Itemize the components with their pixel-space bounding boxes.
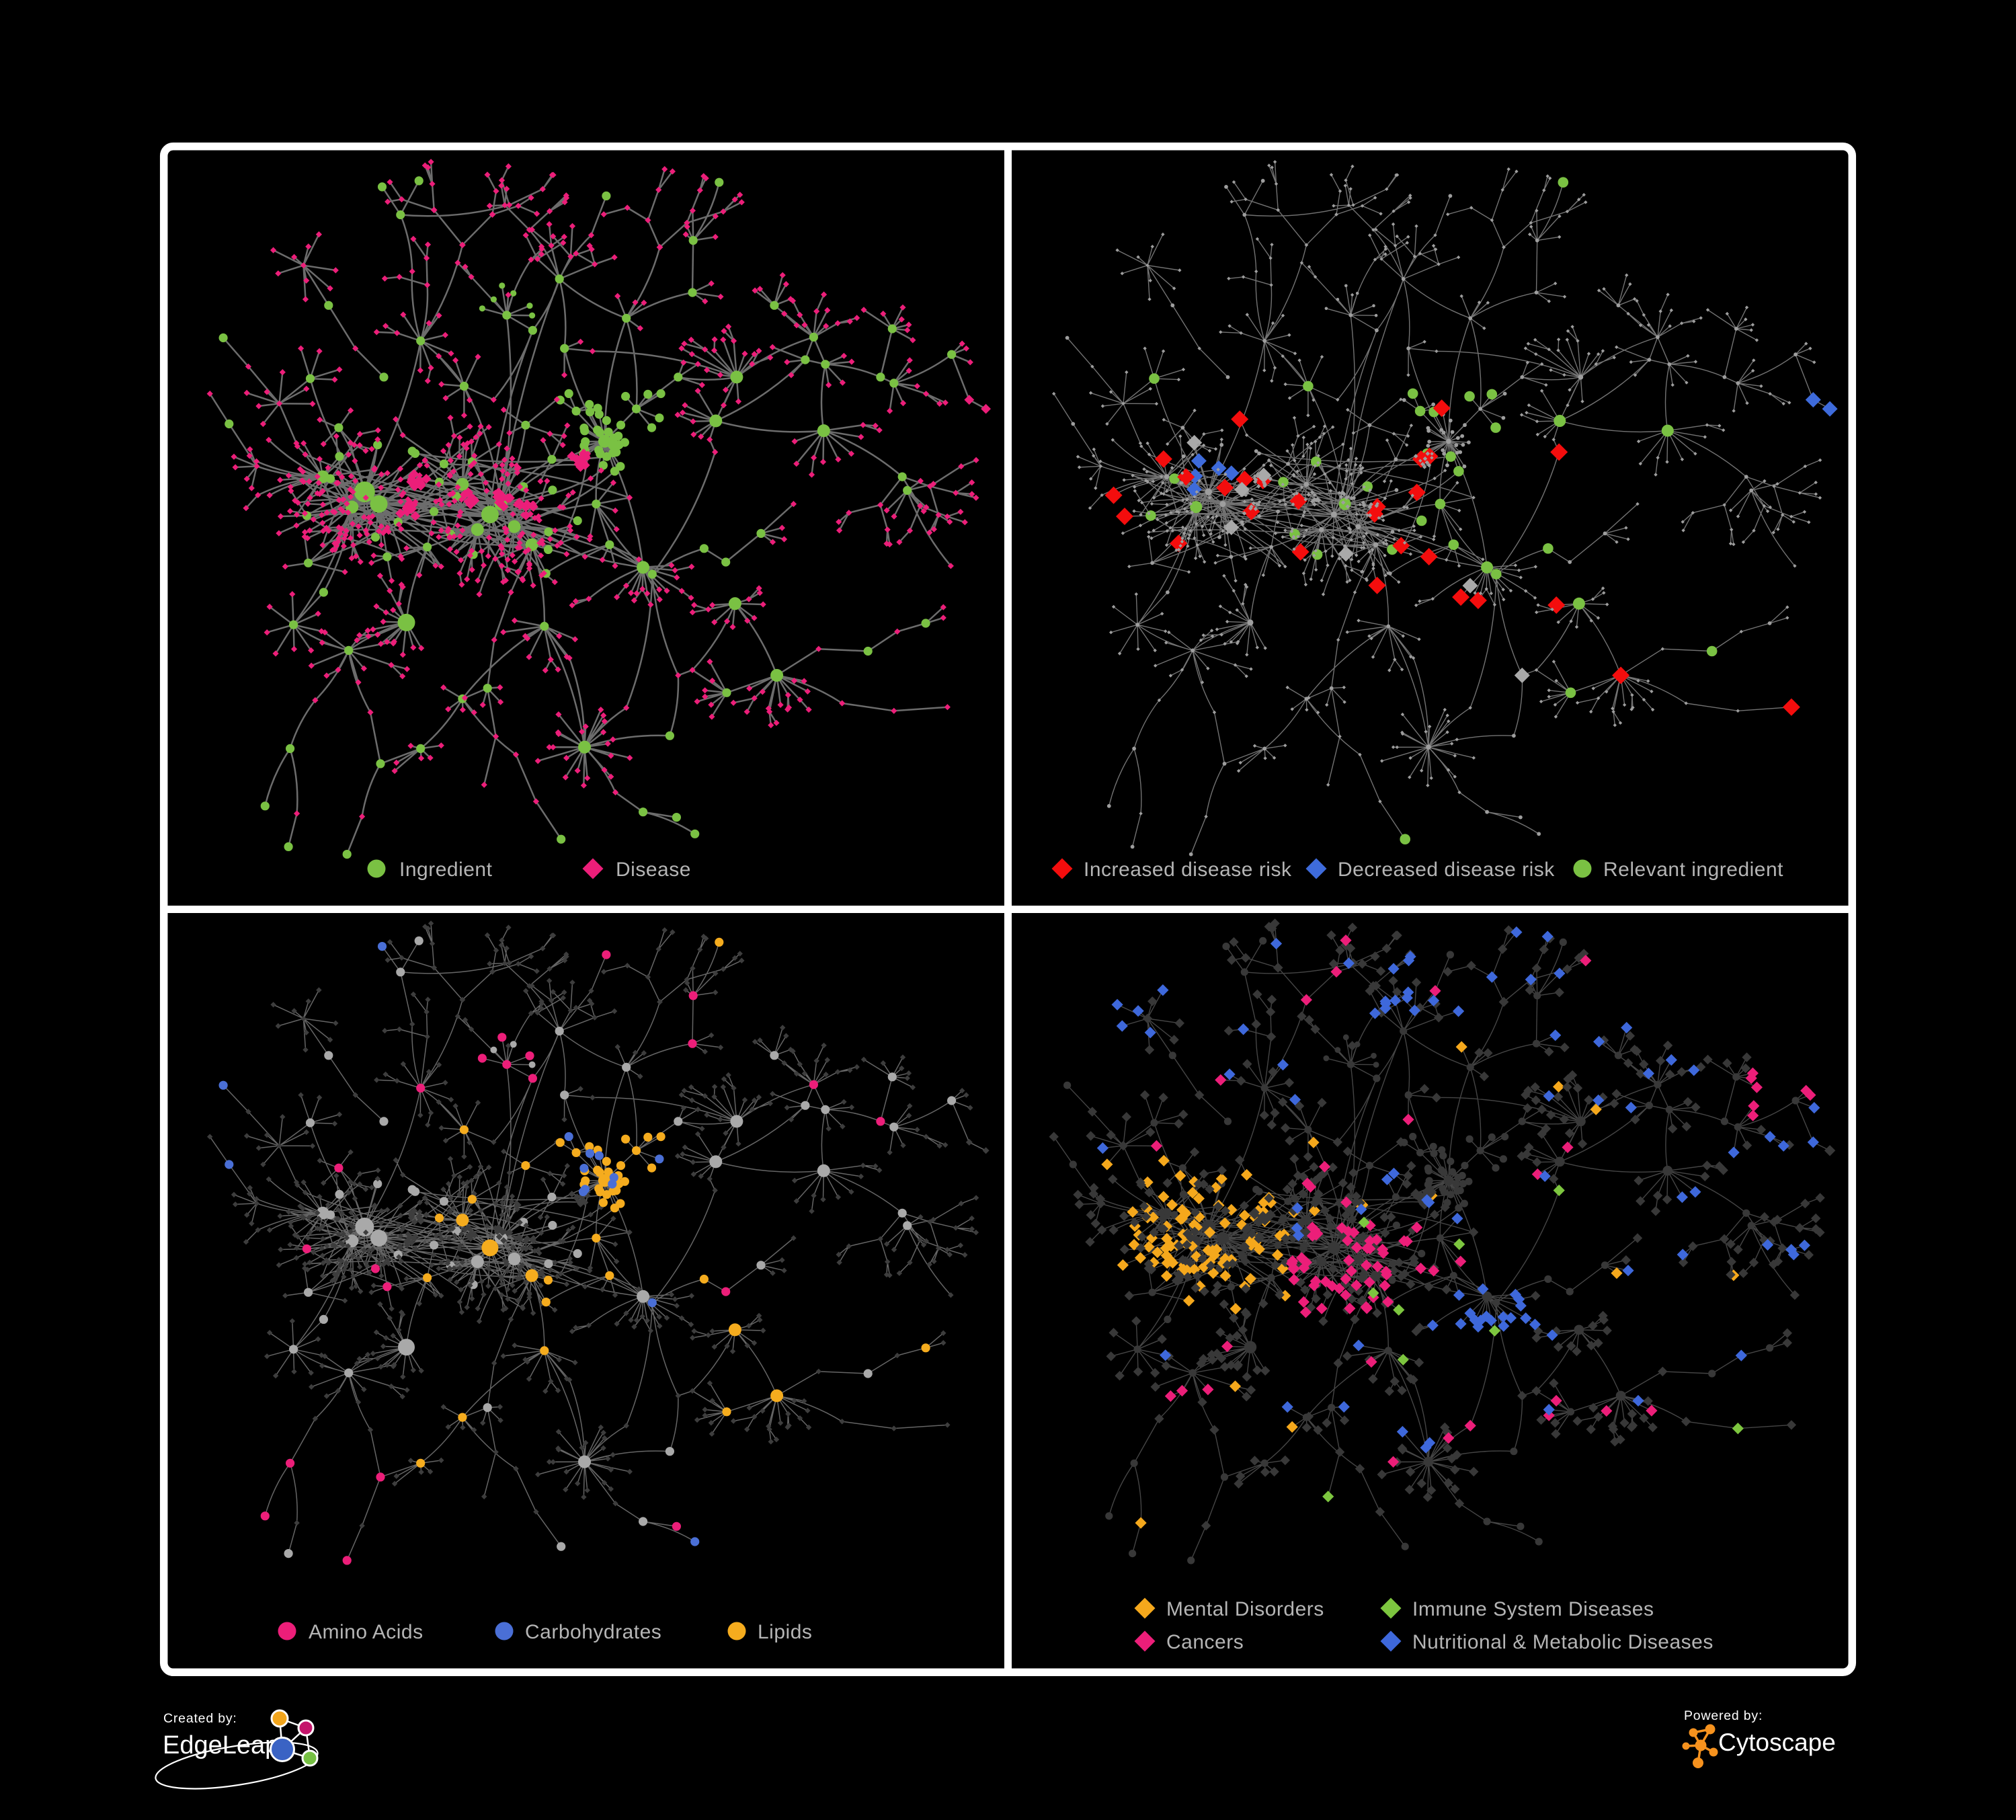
svg-text:Decreased disease risk: Decreased disease risk [1338,859,1555,881]
svg-text:Cytoscape: Cytoscape [1718,1729,1836,1756]
svg-text:Powered by:: Powered by: [1684,1708,1763,1723]
svg-text:Cancers: Cancers [1166,1631,1244,1653]
svg-text:Mental Disorders: Mental Disorders [1166,1598,1324,1620]
svg-text:Amino Acids: Amino Acids [309,1621,424,1643]
svg-text:Carbohydrates: Carbohydrates [525,1621,661,1643]
svg-text:Ingredient: Ingredient [399,859,493,881]
svg-text:Relevant ingredient: Relevant ingredient [1603,859,1783,881]
svg-text:Created by:: Created by: [163,1711,237,1726]
svg-text:Increased disease risk: Increased disease risk [1084,859,1292,881]
svg-text:Nutritional & Metabolic Diseas: Nutritional & Metabolic Diseases [1412,1631,1713,1653]
svg-text:EdgeLeap: EdgeLeap [163,1731,279,1759]
svg-text:Disease: Disease [616,859,691,881]
svg-text:Immune System Diseases: Immune System Diseases [1412,1598,1654,1620]
svg-text:Lipids: Lipids [758,1621,812,1643]
